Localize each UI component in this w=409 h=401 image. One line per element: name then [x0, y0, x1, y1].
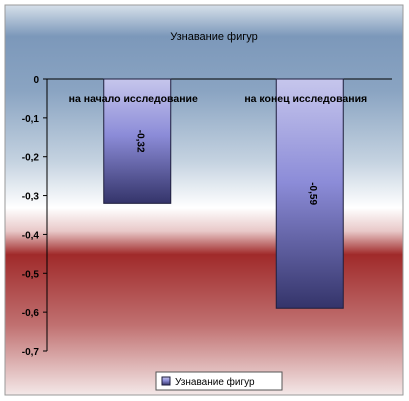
y-tick-label: -0,5: [22, 269, 40, 280]
y-tick-label: -0,4: [22, 230, 40, 241]
bars-group: -0,32 -0,59: [103, 78, 344, 309]
y-tick-label: -0,2: [22, 153, 40, 164]
legend-swatch: [161, 376, 171, 386]
legend-box: [155, 371, 283, 391]
bar: [103, 78, 172, 204]
category-label: на начало исследование: [69, 93, 198, 105]
y-tick-label: 0: [33, 75, 39, 86]
data-label: -0,59: [307, 182, 318, 205]
y-tick-label: -0,3: [22, 192, 40, 203]
chart-title: Узнавание фигур: [170, 31, 258, 43]
y-tick-label: -0,1: [22, 114, 40, 125]
data-label: -0,32: [134, 130, 145, 153]
legend-label: Узнавание фигур: [175, 376, 255, 388]
category-labels: на начало исследование на конец исследова…: [69, 93, 368, 105]
y-tick-label: -0,6: [22, 308, 40, 319]
legend: Узнавание фигур: [155, 371, 283, 391]
bar: [275, 78, 344, 309]
category-label: на конец исследования: [244, 93, 367, 105]
y-tick-label: -0,7: [22, 347, 40, 358]
